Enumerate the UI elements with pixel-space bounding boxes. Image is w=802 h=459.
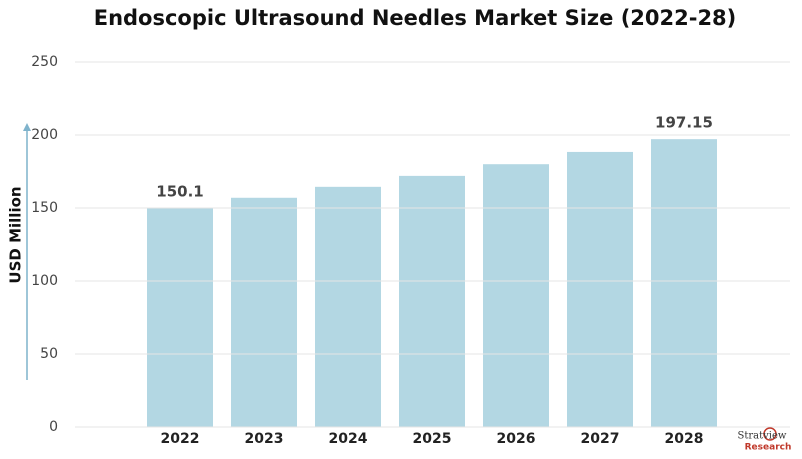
bar bbox=[651, 139, 717, 427]
axis-arrow-head bbox=[23, 123, 31, 131]
y-tick-label: 100 bbox=[31, 273, 58, 289]
bar bbox=[315, 186, 381, 427]
x-tick-label: 2026 bbox=[497, 431, 536, 447]
y-tick-label: 50 bbox=[40, 346, 58, 362]
y-axis-label: USD Million bbox=[7, 186, 25, 283]
value-label: 150.1 bbox=[156, 182, 203, 200]
chart-title: Endoscopic Ultrasound Needles Market Siz… bbox=[94, 6, 737, 30]
bar bbox=[399, 175, 465, 427]
y-tick-label: 250 bbox=[31, 54, 58, 70]
bar bbox=[231, 197, 297, 427]
bar bbox=[567, 151, 633, 427]
logo-icon bbox=[763, 427, 777, 441]
y-tick-label: 200 bbox=[31, 127, 58, 143]
logo-name: Stratview bbox=[738, 431, 787, 442]
x-tick-label: 2028 bbox=[665, 431, 704, 447]
x-tick-label: 2025 bbox=[413, 431, 452, 447]
x-tick-label: 2023 bbox=[245, 431, 284, 447]
x-tick-label: 2022 bbox=[161, 431, 200, 447]
y-tick-label: 150 bbox=[31, 200, 58, 216]
bar bbox=[483, 164, 549, 427]
x-tick-label: 2027 bbox=[581, 431, 620, 447]
y-tick-label: 0 bbox=[49, 419, 58, 435]
logo-sub: Research bbox=[745, 443, 792, 453]
bar bbox=[147, 207, 213, 427]
x-tick-label: 2024 bbox=[329, 431, 368, 447]
value-label: 197.15 bbox=[655, 114, 713, 132]
